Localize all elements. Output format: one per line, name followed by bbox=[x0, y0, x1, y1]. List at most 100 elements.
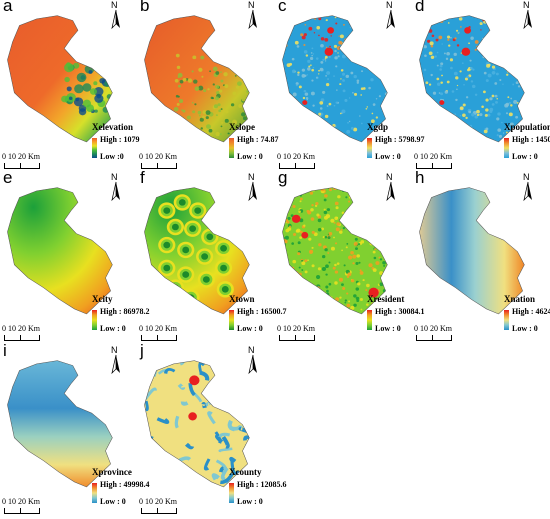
scale-ticks: 0 10 20 Km bbox=[2, 497, 40, 506]
legend-low: Low : 0 bbox=[375, 324, 401, 333]
legend-color-bar bbox=[229, 138, 234, 158]
north-arrow-icon: N bbox=[106, 172, 126, 202]
scale-ticks: 0 10 20 Km bbox=[414, 152, 452, 161]
panel-letter: j bbox=[140, 341, 144, 360]
legend-variable: Xgdp bbox=[367, 122, 389, 132]
map-Xresident bbox=[282, 187, 388, 315]
legend-color-bar bbox=[229, 483, 234, 503]
legend-high: High : 16500.7 bbox=[237, 307, 287, 316]
map-Xprovince bbox=[7, 360, 113, 488]
scale-ticks: 0 10 20 Km bbox=[2, 324, 40, 333]
north-label: N bbox=[523, 172, 530, 182]
north-label: N bbox=[111, 0, 118, 10]
legend-low: Low : 0 bbox=[237, 324, 263, 333]
legend-low: Low : 0 bbox=[100, 497, 126, 506]
scale-bar: 0 10 20 Km bbox=[2, 324, 62, 342]
scale-ticks: 0 10 20 Km bbox=[277, 324, 315, 333]
north-label: N bbox=[111, 172, 118, 182]
legend-high: High : 30084.1 bbox=[375, 307, 425, 316]
scale-bar: 0 10 20 Km bbox=[2, 152, 62, 170]
north-arrow-icon: N bbox=[381, 0, 401, 30]
north-arrow-icon: N bbox=[243, 345, 263, 375]
panel-letter: g bbox=[278, 168, 288, 187]
north-label: N bbox=[523, 0, 530, 10]
legend-color-bar bbox=[504, 310, 509, 330]
map-Xnation bbox=[419, 187, 525, 315]
north-arrow-icon: N bbox=[106, 345, 126, 375]
scale-ticks: 0 10 20 Km bbox=[2, 152, 40, 161]
panel-letter: d bbox=[415, 0, 425, 15]
legend-variable: Xnation bbox=[504, 294, 536, 304]
scale-bar: 0 10 20 Km bbox=[277, 152, 337, 170]
scale-ticks: 0 10 20 Km bbox=[139, 152, 177, 161]
north-label: N bbox=[111, 345, 118, 355]
legend-color-bar bbox=[367, 138, 372, 158]
legend-variable: Xelevation bbox=[92, 122, 133, 132]
scale-ticks: 0 10 20 Km bbox=[139, 497, 177, 506]
legend-color-bar bbox=[92, 483, 97, 503]
map-panel-a: a N Xelevation High : 1079 Low :0 0 10 2… bbox=[0, 0, 140, 172]
legend-color-bar bbox=[92, 138, 97, 158]
scale-ticks: 0 10 20 Km bbox=[414, 324, 452, 333]
north-label: N bbox=[248, 0, 255, 10]
legend-color-bar bbox=[92, 310, 97, 330]
map-Xslope bbox=[144, 15, 250, 143]
map-panel-h: h N Xnation High : 46248.2 Low : 0 0 10 … bbox=[412, 168, 550, 344]
legend-variable: Xcity bbox=[92, 294, 113, 304]
panel-letter: i bbox=[3, 341, 7, 360]
legend-variable: Xresident bbox=[367, 294, 405, 304]
scale-bar: 0 10 20 Km bbox=[2, 497, 62, 515]
map-panel-d: d N Xpopulation High : 14500.5 Low : 0 0… bbox=[412, 0, 550, 172]
legend-high: High : 86978.2 bbox=[100, 307, 150, 316]
legend-high: High : 12085.6 bbox=[237, 480, 287, 489]
legend-variable: Xslope bbox=[229, 122, 256, 132]
north-arrow-icon: N bbox=[381, 172, 401, 202]
panel-letter: a bbox=[3, 0, 13, 15]
map-panel-e: e N Xcity High : 86978.2 Low : 0 0 10 20… bbox=[0, 168, 150, 344]
legend-variable: Xcounty bbox=[229, 467, 262, 477]
legend-high: High : 14500.5 bbox=[512, 135, 550, 144]
scale-bar: 0 10 20 Km bbox=[277, 324, 337, 342]
north-label: N bbox=[386, 172, 393, 182]
north-label: N bbox=[248, 345, 255, 355]
legend-color-bar bbox=[229, 310, 234, 330]
map-panel-f: f N Xtown High : 16500.7 Low : 0 0 10 20… bbox=[137, 168, 287, 344]
map-Xelevation bbox=[7, 15, 113, 143]
panel-letter: e bbox=[3, 168, 13, 187]
map-panel-g: g N Xresident High : 30084.1 Low : 0 0 1… bbox=[275, 168, 425, 344]
scale-bar: 0 10 20 Km bbox=[139, 152, 199, 170]
legend-high: High : 74.87 bbox=[237, 135, 279, 144]
north-arrow-icon: N bbox=[243, 172, 263, 202]
legend-low: Low : 0 bbox=[512, 324, 538, 333]
north-arrow-icon: N bbox=[518, 0, 538, 30]
map-Xcity bbox=[7, 187, 113, 315]
legend-variable: Xprovince bbox=[92, 467, 132, 477]
legend-color-bar bbox=[504, 138, 509, 158]
legend-low: Low : 0 bbox=[237, 152, 263, 161]
legend-high: High : 46248.2 bbox=[512, 307, 550, 316]
north-arrow-icon: N bbox=[106, 0, 126, 30]
legend-variable: Xtown bbox=[229, 294, 255, 304]
panel-letter: b bbox=[140, 0, 150, 15]
legend-low: Low : 0 bbox=[512, 152, 538, 161]
legend-high: High : 5798.97 bbox=[375, 135, 425, 144]
map-Xgdp bbox=[282, 15, 388, 143]
north-label: N bbox=[248, 172, 255, 182]
legend-high: High : 1079 bbox=[100, 135, 140, 144]
north-arrow-icon: N bbox=[243, 0, 263, 30]
scale-bar: 0 10 20 Km bbox=[139, 324, 199, 342]
legend-low: Low : 0 bbox=[375, 152, 401, 161]
map-panel-c: c N Xgdp High : 5798.97 Low : 0 0 10 20 … bbox=[275, 0, 425, 172]
legend-low: Low : 0 bbox=[100, 324, 126, 333]
map-Xpopulation bbox=[419, 15, 525, 143]
panel-letter: c bbox=[278, 0, 287, 15]
map-panel-i: i N Xprovince High : 49998.4 Low : 0 0 1… bbox=[0, 341, 150, 517]
north-arrow-icon: N bbox=[518, 172, 538, 202]
map-panel-j: j N Xcounty High : 12085.6 Low : 0 0 10 … bbox=[137, 341, 287, 517]
scale-bar: 0 10 20 Km bbox=[414, 152, 474, 170]
legend-low: Low : 0 bbox=[237, 497, 263, 506]
legend-high: High : 49998.4 bbox=[100, 480, 150, 489]
panel-letter: f bbox=[140, 168, 145, 187]
scale-bar: 0 10 20 Km bbox=[139, 497, 199, 515]
legend-color-bar bbox=[367, 310, 372, 330]
